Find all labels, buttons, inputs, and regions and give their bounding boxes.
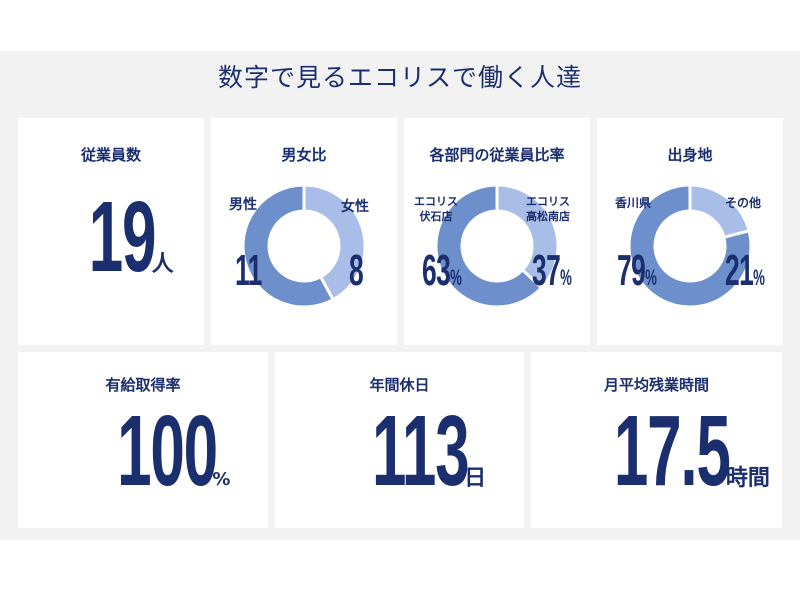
value-number: 17.5 bbox=[614, 395, 731, 507]
gender-donut bbox=[242, 184, 366, 308]
page-title: 数字で見るエコリスで働く人達 bbox=[217, 63, 582, 92]
left-value: 11 bbox=[235, 246, 262, 295]
left-label: 香川県 bbox=[615, 196, 652, 210]
right-value: 37% bbox=[532, 246, 572, 295]
right-segment bbox=[302, 184, 366, 302]
card-title: 年間休日 bbox=[369, 376, 430, 394]
value-unit: 日 bbox=[464, 466, 487, 491]
value-number: 19 bbox=[89, 181, 157, 293]
card-department: 各部門の従業員比率 エコリス 伏石店 エコリス 高松南店 63% 37% bbox=[404, 118, 590, 345]
left-segment bbox=[435, 184, 544, 308]
value-unit: 人 bbox=[151, 252, 174, 277]
value-unit: 時間 bbox=[725, 466, 770, 491]
department-donut bbox=[435, 184, 559, 308]
card-title: 出身地 bbox=[667, 146, 713, 164]
left-segment bbox=[628, 184, 752, 308]
card-gender: 男女比 男性 女性 11 8 bbox=[211, 118, 397, 345]
card-paid-leave: 有給取得率 100% bbox=[18, 352, 268, 528]
leave-value: 100% bbox=[18, 394, 268, 509]
overtime-value: 17.5時間 bbox=[531, 394, 782, 509]
value-number: 113 bbox=[371, 395, 470, 507]
card-title: 有給取得率 bbox=[105, 376, 181, 394]
value-unit: % bbox=[212, 469, 231, 490]
holidays-value: 113日 bbox=[275, 394, 524, 509]
left-label: エコリス 伏石店 bbox=[414, 195, 458, 223]
right-label: エコリス 高松南店 bbox=[526, 195, 570, 223]
right-segment bbox=[688, 184, 751, 240]
card-title: 従業員数 bbox=[80, 146, 141, 164]
right-label: その他 bbox=[725, 196, 762, 210]
left-label: 男性 bbox=[229, 197, 257, 213]
right-value: 21% bbox=[725, 246, 765, 295]
left-value: 79% bbox=[617, 246, 657, 295]
employees-value: 19人 bbox=[18, 180, 204, 295]
value-number: 100 bbox=[116, 395, 218, 507]
card-origin: 出身地 香川県 その他 79% 21% bbox=[597, 118, 783, 345]
card-overtime: 月平均残業時間 17.5時間 bbox=[531, 352, 782, 528]
origin-donut bbox=[628, 184, 752, 308]
right-value: 8 bbox=[349, 246, 364, 295]
right-segment bbox=[495, 184, 559, 290]
card-employees: 従業員数 19人 bbox=[18, 118, 204, 345]
left-value: 63% bbox=[422, 246, 462, 295]
card-holidays: 年間休日 113日 bbox=[275, 352, 524, 528]
card-title: 各部門の従業員比率 bbox=[429, 146, 565, 164]
right-label: 女性 bbox=[341, 199, 369, 215]
card-title: 月平均残業時間 bbox=[603, 376, 709, 394]
left-segment bbox=[242, 184, 336, 308]
card-title: 男女比 bbox=[281, 146, 327, 164]
